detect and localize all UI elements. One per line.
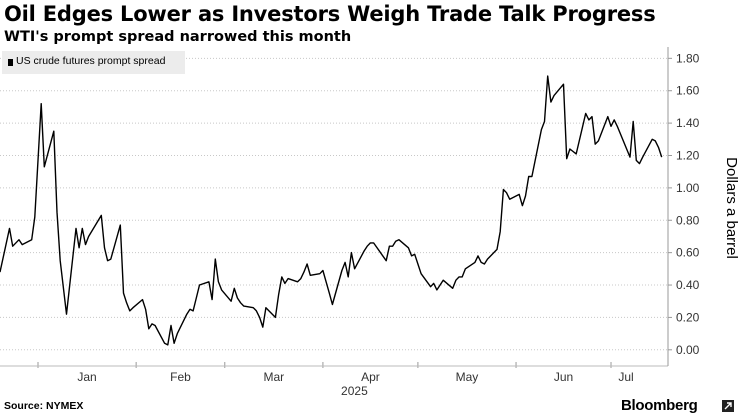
y-tick-label: 1.20	[676, 148, 700, 162]
y-tick-label: 1.80	[676, 51, 700, 65]
y-tick-label: 0.20	[676, 310, 700, 324]
x-tick-label: May	[456, 370, 479, 384]
y-tick-label: 1.40	[676, 116, 700, 130]
legend-label: US crude futures prompt spread	[16, 55, 166, 67]
x-tick-label: Feb	[170, 370, 191, 384]
y-tick-label: 0.80	[676, 213, 700, 227]
y-tick-label: 0.00	[676, 343, 700, 357]
y-axis-title: Dollars a barrel	[723, 157, 740, 259]
series-layer	[0, 75, 663, 346]
y-tick-label: 1.60	[676, 84, 700, 98]
x-tick-label: Jun	[554, 370, 573, 384]
y-tick-label: 0.40	[676, 278, 700, 292]
series-line	[0, 75, 663, 346]
chart-title: Oil Edges Lower as Investors Weigh Trade…	[4, 2, 656, 26]
bloomberg-logo: Bloomberg	[621, 397, 698, 414]
y-tick-label: 0.60	[676, 246, 700, 260]
x-axis-ticks	[0, 362, 668, 368]
x-axis-year-label: 2025	[341, 384, 368, 398]
chart-subtitle: WTI's prompt spread narrowed this month	[4, 29, 352, 45]
y-tick-label: 1.00	[676, 181, 700, 195]
bloomberg-logo-icon	[722, 400, 734, 412]
x-tick-label: Apr	[361, 370, 380, 384]
x-tick-label: Jan	[77, 370, 96, 384]
y-axis-labels: 0.00 0.20 0.40 0.60 0.80 1.00 1.20 1.40 1.60 1.80	[668, 51, 700, 357]
grid-lines	[0, 57, 668, 351]
x-tick-label: Jul	[618, 370, 633, 384]
legend-swatch	[8, 59, 13, 66]
legend: US crude futures prompt spread	[2, 51, 185, 74]
source-note: Source: NYMEX	[4, 400, 84, 412]
x-axis-labels: Jan Feb Mar Apr May Jun Jul	[77, 370, 633, 384]
x-tick-label: Mar	[264, 370, 285, 384]
